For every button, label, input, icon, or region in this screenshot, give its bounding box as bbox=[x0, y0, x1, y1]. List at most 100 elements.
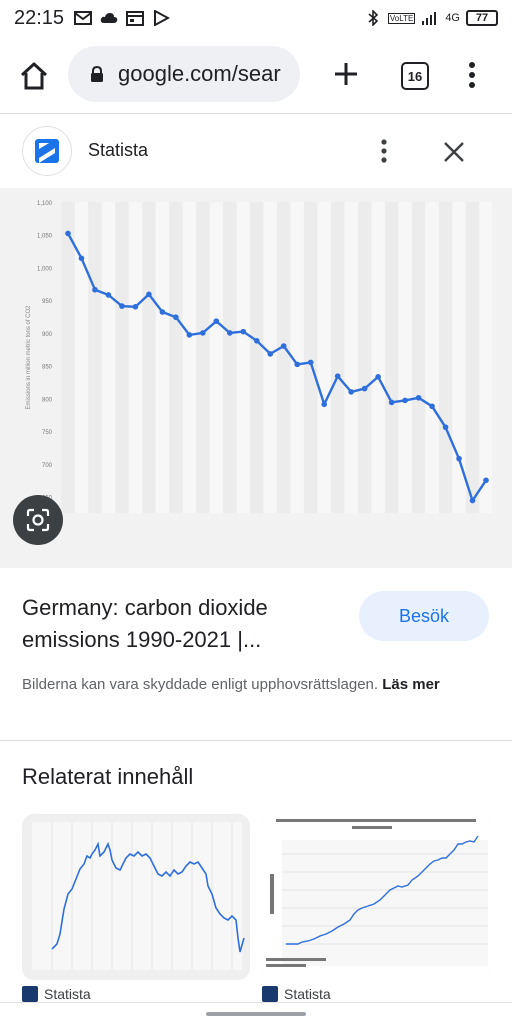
source-header: Statista bbox=[0, 124, 512, 180]
y-tick-label: 1,050 bbox=[37, 234, 53, 240]
related-card-worldwide[interactable] bbox=[262, 814, 490, 980]
y-tick-label: 800 bbox=[42, 397, 53, 403]
data-point bbox=[200, 330, 206, 336]
bluetooth-icon bbox=[368, 10, 379, 26]
related-source-label: Statista bbox=[284, 986, 331, 1002]
data-point bbox=[321, 401, 327, 408]
statista-logo-icon bbox=[35, 139, 59, 163]
gmail-icon bbox=[74, 11, 93, 25]
gesture-handle[interactable] bbox=[206, 1012, 306, 1016]
learn-more-link[interactable]: Läs mer bbox=[382, 676, 440, 693]
toolbar-divider bbox=[0, 113, 512, 114]
y-tick-label: 1,000 bbox=[37, 266, 53, 272]
lock-icon bbox=[91, 66, 103, 82]
related-source-right: Statista bbox=[262, 986, 331, 1002]
data-point bbox=[375, 374, 381, 380]
copyright-notice: Bilderna kan vara skyddade enligt upphov… bbox=[22, 674, 492, 696]
data-point bbox=[119, 303, 125, 309]
grid-stripe bbox=[88, 202, 102, 513]
data-point bbox=[240, 328, 247, 335]
status-bar: 22:15 VoLTE 4G 77 bbox=[0, 0, 512, 36]
y-axis-label: Emissions in million metric tons of CO2 bbox=[26, 305, 32, 410]
related-source-left: Statista bbox=[22, 986, 91, 1002]
grid-stripe bbox=[438, 202, 453, 513]
y-tick-label: 700 bbox=[42, 463, 53, 469]
overflow-menu-icon[interactable] bbox=[462, 60, 482, 90]
tab-switcher-button[interactable]: 16 bbox=[401, 62, 429, 90]
lens-icon bbox=[26, 508, 50, 532]
calendar-icon bbox=[126, 11, 145, 26]
data-point bbox=[388, 399, 395, 406]
related-source-label: Statista bbox=[44, 986, 91, 1002]
grid-stripe bbox=[303, 202, 318, 513]
related-card-germany[interactable] bbox=[22, 814, 250, 980]
statista-mini-logo-icon bbox=[262, 986, 278, 1002]
data-point bbox=[213, 318, 220, 324]
grid-stripe bbox=[465, 202, 480, 513]
copyright-text: Bilderna kan vara skyddade enligt upphov… bbox=[22, 676, 379, 693]
data-point bbox=[186, 332, 193, 338]
data-point bbox=[65, 230, 71, 237]
grid-stripe bbox=[357, 202, 372, 513]
google-lens-button[interactable] bbox=[13, 495, 63, 545]
y-tick-label: 850 bbox=[42, 365, 53, 371]
emissions-chart: 1,1001,0501,000950900850800750700650Emis… bbox=[26, 201, 492, 513]
statista-logo bbox=[22, 126, 72, 176]
signal-icon bbox=[422, 12, 437, 25]
visit-button[interactable]: Besök bbox=[359, 591, 489, 641]
battery-icon: 77 bbox=[466, 10, 498, 26]
data-point bbox=[294, 361, 301, 368]
image-preview[interactable]: 1,1001,0501,000950900850800750700650Emis… bbox=[0, 188, 512, 568]
data-point bbox=[469, 497, 476, 504]
data-point bbox=[334, 373, 341, 379]
section-divider bbox=[0, 740, 512, 741]
data-point bbox=[442, 424, 449, 431]
related-chart-thumbnail-worldwide bbox=[262, 814, 490, 980]
address-bar[interactable]: google.com/sear bbox=[68, 46, 300, 102]
data-point bbox=[267, 351, 274, 357]
network-type: 4G bbox=[445, 12, 460, 24]
browser-toolbar: google.com/sear 16 bbox=[0, 40, 512, 110]
data-point bbox=[173, 314, 179, 321]
data-point bbox=[456, 455, 462, 462]
data-point bbox=[146, 291, 152, 298]
result-title[interactable]: Germany: carbon dioxide emissions 1990-2… bbox=[22, 595, 268, 652]
source-name: Statista bbox=[88, 140, 149, 160]
related-heading: Relaterat innehåll bbox=[22, 764, 194, 789]
grid-stripe bbox=[142, 202, 156, 513]
statista-mini-logo-icon bbox=[22, 986, 38, 1002]
grid-stripe bbox=[384, 202, 399, 513]
close-icon[interactable] bbox=[440, 138, 468, 166]
y-tick-label: 750 bbox=[42, 430, 53, 436]
data-point bbox=[253, 338, 260, 344]
y-tick-label: 1,100 bbox=[37, 201, 53, 207]
status-time: 22:15 bbox=[14, 6, 65, 29]
grid-stripe bbox=[196, 202, 210, 513]
related-chart-thumbnail bbox=[32, 822, 245, 970]
volte-badge: VoLTE bbox=[387, 12, 416, 24]
data-point bbox=[159, 309, 166, 315]
data-point bbox=[361, 385, 368, 392]
data-point bbox=[227, 330, 233, 336]
data-point bbox=[78, 255, 85, 262]
home-icon[interactable] bbox=[18, 60, 50, 92]
data-point bbox=[280, 343, 287, 349]
grid-stripe bbox=[330, 202, 345, 513]
play-store-icon bbox=[154, 10, 171, 26]
notification-icons bbox=[74, 10, 171, 26]
y-tick-label: 900 bbox=[42, 332, 53, 338]
grid-stripe bbox=[411, 202, 426, 513]
data-point bbox=[348, 389, 354, 395]
grid-stripe bbox=[169, 202, 183, 513]
data-point bbox=[415, 394, 422, 401]
grid-stripe bbox=[61, 202, 75, 513]
y-tick-label: 950 bbox=[42, 299, 53, 305]
data-point bbox=[105, 292, 112, 298]
cloud-icon bbox=[100, 13, 118, 23]
status-right: VoLTE 4G 77 bbox=[364, 10, 498, 26]
new-tab-icon[interactable] bbox=[332, 60, 360, 88]
grid-stripe bbox=[250, 202, 264, 513]
grid-stripe bbox=[223, 202, 237, 513]
data-point bbox=[92, 286, 98, 293]
more-options-icon[interactable] bbox=[374, 136, 394, 166]
